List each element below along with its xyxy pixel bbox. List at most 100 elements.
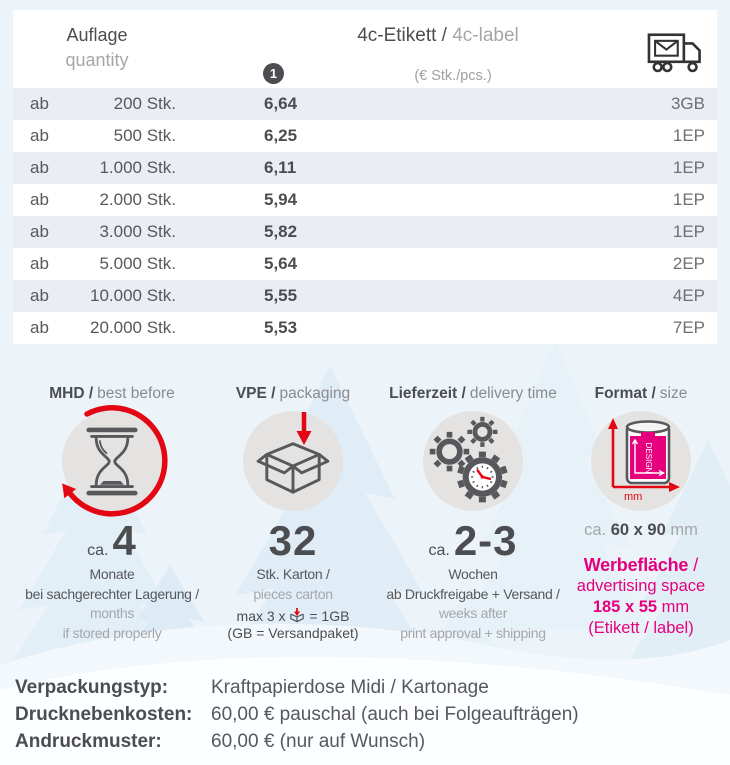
feature-title-de: VPE /: [235, 385, 276, 402]
feature-packaging: VPE / packaging: [203, 385, 383, 642]
row-price: 5,82: [264, 222, 298, 241]
feature-value: ca.4: [22, 517, 202, 565]
row-prefix: ab: [30, 222, 49, 241]
row-shipping-code: 1EP: [672, 222, 705, 241]
feature-best-before: MHD / best before: [22, 385, 202, 643]
info-row: Verpackungstyp: Kraftpapierdose Midi / K…: [15, 674, 579, 701]
info-label: Drucknebenkosten:: [15, 704, 193, 725]
row-shipping-code: 2EP: [672, 254, 705, 273]
row-price: 5,64: [264, 254, 298, 273]
ad-size-unit: mm: [661, 598, 690, 616]
feature-line: ab Druckfreigabe + Versand /: [386, 585, 560, 602]
gears-clock-icon: [423, 411, 523, 511]
feature-title-en: best before: [97, 385, 175, 402]
table-row: ab 500 Stk. 6,25 1EP: [13, 120, 717, 152]
row-quantity: 10.000 Stk.: [89, 286, 176, 305]
row-shipping-code: 4EP: [672, 286, 705, 305]
size-line: ca. 60 x 90 mm: [551, 521, 730, 540]
feature-title: Format / size: [551, 385, 730, 402]
size-prefix: ca.: [584, 521, 607, 539]
ad-title: Werbefläche /: [551, 555, 730, 576]
size-unit: mm: [670, 521, 698, 539]
ad-note: (Etikett / label): [588, 619, 694, 637]
row-prefix: ab: [30, 286, 49, 305]
feature-title-de: MHD /: [49, 385, 94, 402]
ad-title-de: Werbefläche: [583, 555, 689, 575]
max-per-parcel-line: max 3 x = 1GB: [203, 608, 383, 625]
row-quantity: 5.000 Stk.: [99, 254, 176, 273]
row-price: 6,11: [264, 158, 297, 177]
feature-title-en: delivery time: [469, 385, 557, 402]
mini-box-icon: [290, 608, 305, 623]
feature-line: print approval + shipping: [400, 624, 546, 641]
gears-icon: [429, 416, 508, 503]
info-value: 60,00 € pauschal (auch bei Folgeaufträge…: [211, 704, 579, 725]
row-price: 5,55: [264, 286, 298, 305]
ad-slash: /: [693, 555, 699, 575]
feature-line: pieces carton: [253, 585, 333, 602]
row-prefix: ab: [30, 126, 49, 145]
row-price: 5,94: [264, 190, 298, 209]
red-down-arrow-icon: [296, 412, 312, 445]
row-shipping-code: 1EP: [672, 126, 705, 145]
product-header-en: 4c-label: [452, 25, 519, 46]
info-label: Andruckmuster:: [15, 731, 162, 752]
value-number: 2-3: [453, 517, 518, 564]
table-row: ab 2.000 Stk. 5,94 1EP: [13, 184, 717, 216]
value-number: 32: [268, 517, 318, 564]
ad-size-value: 185 x 55: [592, 598, 658, 616]
can-dimensions-icon: DESIGN mm: [591, 411, 691, 511]
info-row: Drucknebenkosten: 60,00 € pauschal (auch…: [15, 701, 579, 728]
row-quantity: 1.000 Stk.: [99, 158, 176, 177]
feature-section: MHD / best before: [0, 385, 730, 645]
table-row: ab 3.000 Stk. 5,82 1EP: [13, 216, 717, 248]
feature-line: bei sachgerechter Lagerung /: [25, 585, 199, 602]
feature-value: 32: [203, 517, 383, 565]
feature-line: Stk. Karton /: [256, 566, 330, 582]
ad-title-en: advertising space: [576, 577, 706, 595]
can-label-text: DESIGN: [644, 443, 653, 474]
feature-line: weeks after: [438, 605, 508, 621]
open-box-icon: [243, 411, 343, 511]
gb-note: (GB = Versandpaket): [227, 625, 359, 641]
row-quantity: 200 Stk.: [113, 94, 176, 113]
feature-title: MHD / best before: [22, 385, 202, 402]
row-quantity: 2.000 Stk.: [99, 190, 176, 209]
hourglass-icon: [86, 427, 138, 495]
table-header: Auflage quantity 4c-Etikett / 4c-label 1…: [13, 10, 717, 88]
feature-title: Lieferzeit / delivery time: [383, 385, 563, 402]
row-price: 6,25: [264, 126, 298, 145]
table-row: ab 1.000 Stk. 6,11 1EP: [13, 152, 717, 184]
quantity-header-de: Auflage: [66, 25, 128, 45]
info-label: Verpackungstyp:: [15, 677, 169, 698]
product-header-de: 4c-Etikett /: [357, 25, 447, 46]
box-icon: [256, 442, 330, 494]
row-shipping-code: 3GB: [670, 94, 705, 113]
product-column-header: 4c-Etikett / 4c-label: [298, 25, 578, 47]
row-price: 5,53: [264, 318, 298, 337]
row-prefix: ab: [30, 94, 49, 113]
feature-line: Wochen: [448, 566, 498, 582]
feature-title-en: size: [659, 385, 688, 402]
row-quantity: 20.000 Stk.: [89, 318, 176, 337]
row-prefix: ab: [30, 254, 49, 273]
row-quantity: 3.000 Stk.: [99, 222, 176, 241]
row-shipping-code: 1EP: [672, 158, 705, 177]
size-value: 60 x 90: [610, 521, 666, 539]
feature-format-size: Format / size DESIGN: [551, 385, 730, 639]
hourglass-cycle-icon: [62, 405, 168, 517]
mm-axis-label: mm: [624, 491, 642, 503]
table-row: ab 200 Stk. 6,64 3GB: [13, 88, 717, 120]
table-body: ab 200 Stk. 6,64 3GB ab 500 Stk. 6,25 1E…: [13, 88, 717, 344]
max-prefix: max 3 x: [236, 608, 286, 624]
value-prefix: ca.: [428, 542, 450, 559]
row-prefix: ab: [30, 318, 49, 337]
price-table: Auflage quantity 4c-Etikett / 4c-label 1…: [13, 10, 717, 344]
ad-size: 185 x 55 mm: [551, 597, 730, 618]
row-prefix: ab: [30, 158, 49, 177]
feature-title-en: packaging: [279, 385, 351, 402]
info-value: 60,00 € (nur auf Wunsch): [211, 731, 426, 752]
quantity-column-header: Auflage quantity: [32, 23, 162, 73]
